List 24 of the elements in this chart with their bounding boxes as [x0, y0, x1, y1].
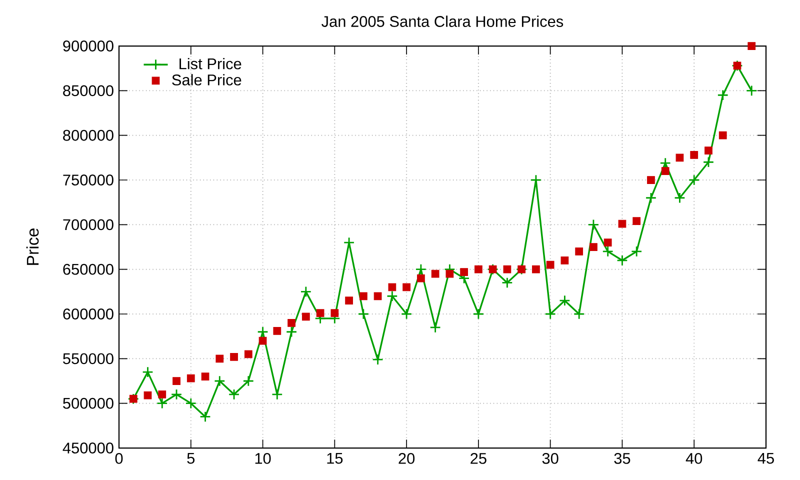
x-tick-label: 35 — [614, 452, 630, 464]
y-tick-label: 750000 — [63, 174, 114, 186]
y-axis-title: Price — [26, 228, 39, 265]
y-tick-label: 650000 — [63, 264, 114, 275]
x-tick-label: 40 — [686, 452, 702, 464]
x-tick-label: 25 — [470, 452, 486, 464]
y-tick-label: 800000 — [63, 130, 114, 141]
x-tick-label: 20 — [398, 452, 415, 464]
x-tick-label: 10 — [255, 452, 271, 464]
x-tick-label: 15 — [327, 452, 343, 464]
x-tick-label: 30 — [542, 452, 558, 464]
x-tick-label: 0 — [115, 452, 123, 464]
y-tick-label: 700000 — [63, 219, 114, 230]
y-tick-label: 500000 — [63, 398, 114, 409]
legend-label: Sale Price — [172, 74, 242, 86]
chart-title: Jan 2005 Santa Clara Home Prices — [322, 16, 564, 27]
y-tick-label: 850000 — [63, 85, 114, 96]
y-tick-label: 600000 — [63, 308, 114, 320]
x-tick-label: 5 — [187, 452, 195, 464]
y-tick-label: 550000 — [63, 353, 114, 364]
y-tick-label: 900000 — [63, 40, 114, 52]
legend-label: List Price — [180, 58, 242, 70]
y-tick-label: 450000 — [62, 442, 114, 454]
x-tick-label: 45 — [758, 452, 774, 464]
